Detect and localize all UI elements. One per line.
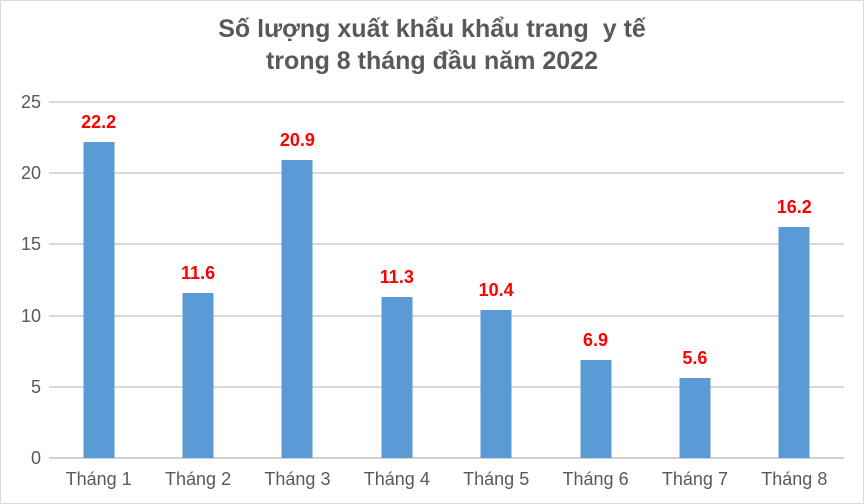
data-label-4: 11.3 <box>379 267 414 288</box>
bar-1 <box>83 141 115 458</box>
x-axis-label-2: Tháng 2 <box>165 469 232 489</box>
bar-6 <box>580 359 612 458</box>
bar-7 <box>679 378 711 458</box>
y-axis-tick-15: 15 <box>20 234 41 255</box>
bar-8 <box>778 227 810 458</box>
x-axis-label-4: Tháng 4 <box>363 469 430 489</box>
x-axis-label-7: Tháng 7 <box>661 469 728 489</box>
bar-2 <box>182 292 214 458</box>
chart-title-line-2: trong 8 tháng đầu năm 2022 <box>265 47 598 75</box>
x-axis-label-1: Tháng 1 <box>65 469 132 489</box>
bar-slot-3: 20.9 <box>248 102 347 458</box>
bar-3 <box>281 160 313 458</box>
data-label-3: 20.9 <box>279 130 315 151</box>
data-label-5: 10.4 <box>478 279 514 300</box>
chart-title: Số lượng xuất khẩu khẩu trang y tế trong… <box>1 13 863 77</box>
y-axis-tick-10: 10 <box>20 305 41 326</box>
y-axis-tick-25: 25 <box>20 92 41 112</box>
y-axis-tick-5: 5 <box>30 376 41 397</box>
x-axis-label-5: Tháng 5 <box>463 469 530 489</box>
y-axis-tick-20: 20 <box>20 163 41 184</box>
x-axis-label-3: Tháng 3 <box>264 469 331 489</box>
data-label-2: 11.6 <box>181 262 216 283</box>
bar-slot-1: 22.2 <box>49 102 148 458</box>
gridline-y-20 <box>49 172 844 175</box>
gridline-y-10 <box>49 314 844 317</box>
data-label-7: 5.6 <box>682 348 708 369</box>
gridline-y-15 <box>49 243 844 246</box>
bar-slot-5: 10.4 <box>447 102 546 458</box>
bar-5 <box>480 309 512 458</box>
x-axis-label-8: Tháng 8 <box>761 469 828 489</box>
gridline-y-5 <box>49 385 844 388</box>
bar-4 <box>381 297 413 458</box>
data-label-8: 16.2 <box>776 197 812 218</box>
bar-slot-2: 11.6 <box>148 102 247 458</box>
data-label-6: 6.9 <box>583 329 609 350</box>
bar-slot-7: 5.6 <box>645 102 744 458</box>
gridline-y-25 <box>49 101 844 103</box>
bar-slot-6: 6.9 <box>546 102 645 458</box>
chart-title-line-1: Số lượng xuất khẩu khẩu trang y tế <box>218 15 646 43</box>
data-label-1: 22.2 <box>81 111 117 132</box>
y-axis-tick-0: 0 <box>30 448 41 468</box>
gridline-y-0 <box>49 457 844 459</box>
bar-slot-8: 16.2 <box>745 102 844 458</box>
plot-area: 22.2 11.6 20.9 11.3 10.4 6.9 5.6 16.2 <box>49 101 844 459</box>
x-axis-label-6: Tháng 6 <box>562 469 629 489</box>
bar-slot-4: 11.3 <box>347 102 446 458</box>
